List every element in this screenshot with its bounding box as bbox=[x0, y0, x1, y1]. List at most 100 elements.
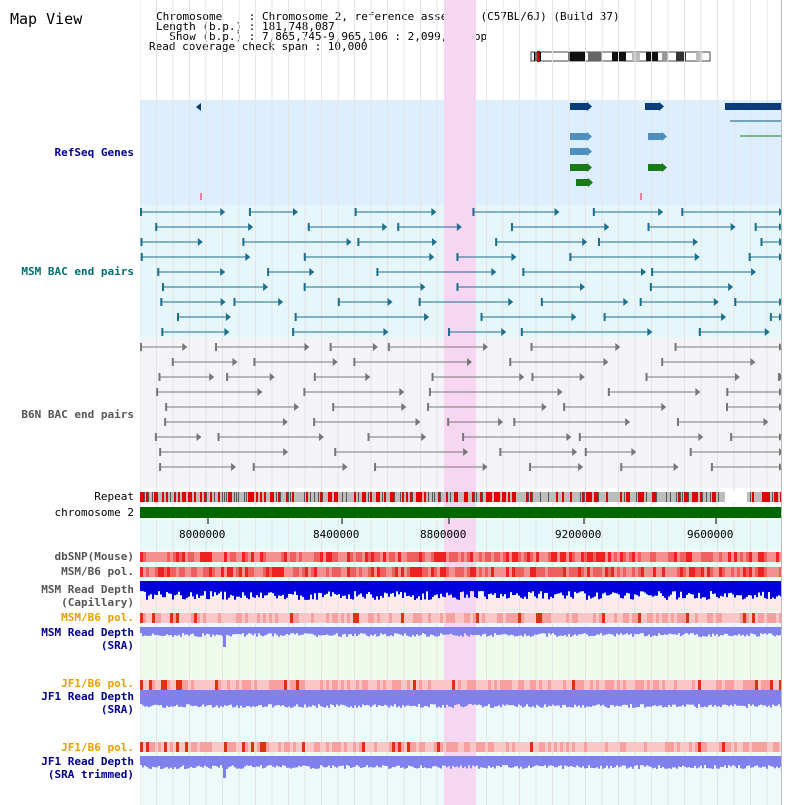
msm-depth-capillary-bar bbox=[614, 581, 616, 593]
msm-depth-capillary-bar bbox=[318, 581, 320, 593]
msm-depth-sra-bar bbox=[670, 627, 672, 634]
highlight-region[interactable] bbox=[444, 0, 476, 805]
msm-depth-capillary-bar bbox=[750, 581, 752, 596]
msm-depth-capillary-bar bbox=[340, 581, 342, 598]
msm-depth-capillary-bar bbox=[414, 581, 416, 600]
jf1-pol1-heat bbox=[668, 680, 671, 690]
msm-pol-heat bbox=[143, 567, 146, 577]
track-label-jf1-pol-1[interactable]: JF1/B6 pol. bbox=[61, 677, 134, 690]
msm-depth-capillary-bar bbox=[542, 581, 544, 599]
track-label-msm-b6-pol[interactable]: MSM/B6 pol. bbox=[61, 565, 134, 578]
track-label-dbsnp[interactable]: dbSNP(Mouse) bbox=[54, 550, 134, 563]
refseq-gene-arrow bbox=[587, 132, 592, 141]
msm-pol2-heat bbox=[224, 613, 227, 623]
msm-depth-capillary-bar bbox=[292, 581, 294, 595]
jf1-pol1-heat bbox=[563, 680, 566, 690]
jf1-depth-sra-bar bbox=[212, 690, 214, 708]
dbsnp-heat bbox=[395, 552, 398, 562]
msm-pol2-heat bbox=[752, 613, 755, 623]
jf1-depth-sra-bar bbox=[550, 690, 552, 707]
msm-pol-heat bbox=[398, 567, 401, 577]
track-label-msm-bac[interactable]: MSM BAC end pairs bbox=[21, 265, 134, 278]
jf1-depth-sra-bar bbox=[572, 690, 574, 708]
msm-depth-sra-bar bbox=[320, 627, 322, 636]
track-label-repeat[interactable]: Repeat bbox=[94, 490, 134, 503]
jf1-depth-trimmed-bar bbox=[452, 756, 454, 766]
msm-depth-capillary-bar bbox=[212, 581, 214, 597]
dbsnp-heat bbox=[392, 552, 395, 562]
msm-depth-sra-bar bbox=[734, 627, 736, 636]
jf1-pol1-heat bbox=[404, 680, 407, 690]
track-label-msm-depth-sra[interactable]: MSM Read Depth bbox=[41, 626, 134, 639]
jf1-pol1-heat bbox=[149, 680, 152, 690]
track-label-jf1-depth-trimmed[interactable]: JF1 Read Depth bbox=[41, 755, 134, 768]
dbsnp-heat bbox=[542, 552, 545, 562]
msm-depth-capillary-bar bbox=[508, 581, 510, 598]
msm-pol2-heat bbox=[386, 613, 389, 623]
jf1-depth-trimmed-bar bbox=[492, 756, 494, 767]
jf1-pol-heat bbox=[680, 742, 683, 752]
jf1-depth-sra-bar bbox=[620, 690, 622, 707]
track-label-jf1-depth-sra[interactable]: JF1 Read Depth bbox=[41, 690, 134, 703]
track-label-jf1-pol-2[interactable]: JF1/B6 pol. bbox=[61, 741, 134, 754]
jf1-pol1-heat bbox=[536, 680, 539, 690]
track-label-msm-depth-capillary[interactable]: MSM Read Depth bbox=[41, 583, 134, 596]
jf1-pol1-heat bbox=[146, 680, 149, 690]
msm-pol-heat bbox=[251, 567, 254, 577]
dbsnp-heat bbox=[521, 552, 524, 562]
msm-depth-capillary-bar bbox=[376, 581, 378, 597]
dbsnp-heat bbox=[140, 552, 143, 562]
msm-pol-heat bbox=[701, 567, 704, 577]
jf1-pol1-heat bbox=[266, 680, 269, 690]
msm-depth-capillary-bar bbox=[726, 581, 728, 598]
msm-pol-heat bbox=[392, 567, 395, 577]
jf1-pol-heat bbox=[716, 742, 719, 752]
genome-tracks-canvas[interactable] bbox=[140, 0, 781, 805]
b6n-bac-end-arrow bbox=[579, 373, 585, 381]
msm-bac-end-arrow bbox=[779, 208, 781, 216]
jf1-depth-trimmed-bar bbox=[436, 756, 438, 767]
jf1-depth-trimmed-bar bbox=[314, 756, 316, 769]
msm-pol-heat bbox=[335, 567, 338, 577]
jf1-pol-heat bbox=[740, 742, 743, 752]
msm-depth-capillary-bar bbox=[168, 581, 170, 594]
msm-depth-sra-bar bbox=[758, 627, 760, 637]
b6n-bac-end-arrow bbox=[294, 403, 300, 411]
jf1-depth-sra-bar bbox=[462, 690, 464, 708]
msm-depth-sra-bar bbox=[696, 627, 698, 635]
track-label-refseq-genes[interactable]: RefSeq Genes bbox=[54, 146, 134, 159]
jf1-pol-heat bbox=[389, 742, 392, 752]
jf1-depth-trimmed-bar bbox=[276, 756, 278, 766]
repeat-element bbox=[706, 492, 707, 502]
b6n-bac-end-arrow bbox=[631, 448, 637, 456]
jf1-pol-heat bbox=[323, 742, 326, 752]
track-label-msm-b6-pol-2[interactable]: MSM/B6 pol. bbox=[61, 611, 134, 624]
msm-pol-heat bbox=[641, 567, 644, 577]
msm-depth-sra-bar bbox=[230, 627, 232, 637]
msm-depth-capillary-bar bbox=[586, 581, 588, 600]
jf1-depth-trimmed-bar bbox=[344, 756, 346, 769]
jf1-depth-sra-bar bbox=[724, 690, 726, 705]
jf1-depth-sra-bar bbox=[608, 690, 610, 708]
jf1-pol-heat bbox=[599, 742, 602, 752]
dbsnp-heat bbox=[482, 552, 485, 562]
repeat-element bbox=[652, 492, 654, 502]
msm-pol-heat bbox=[665, 567, 668, 577]
repeat-element bbox=[260, 492, 262, 502]
track-label-b6n-bac[interactable]: B6N BAC end pairs bbox=[21, 408, 134, 421]
msm-depth-capillary-bar bbox=[638, 581, 640, 597]
msm-pol2-heat bbox=[383, 613, 386, 623]
b6n-bac-end-arrow bbox=[750, 358, 756, 366]
repeat-element bbox=[174, 492, 176, 502]
msm-pol-heat bbox=[725, 567, 728, 577]
msm-pol-heat bbox=[596, 567, 599, 577]
msm-pol-heat bbox=[713, 567, 716, 577]
b6n-bac-end bbox=[689, 448, 692, 456]
b6n-bac-end-arrow bbox=[463, 448, 469, 456]
msm-depth-capillary-bar bbox=[238, 581, 240, 597]
msm-depth-sra-bar bbox=[232, 627, 234, 635]
b6n-bac-end bbox=[674, 343, 677, 351]
jf1-depth-sra-bar bbox=[624, 690, 626, 705]
msm-depth-capillary-bar bbox=[250, 581, 252, 593]
jf1-depth-sra-bar bbox=[674, 690, 676, 705]
